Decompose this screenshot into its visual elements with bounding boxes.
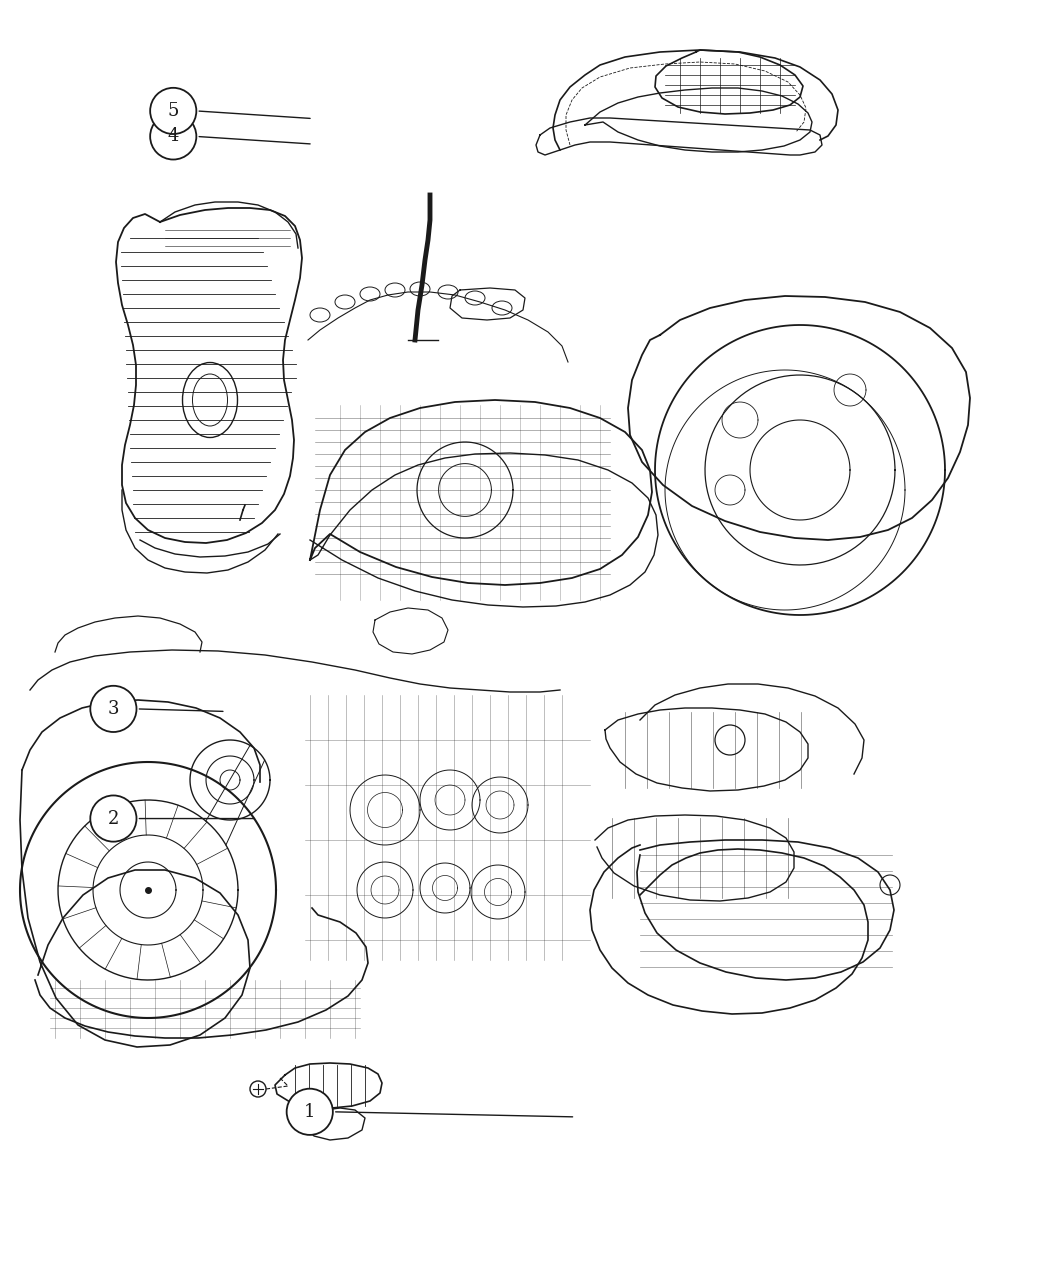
Circle shape: [90, 686, 136, 732]
Circle shape: [90, 796, 136, 842]
Text: 5: 5: [168, 102, 178, 120]
Text: 2: 2: [108, 810, 119, 827]
Circle shape: [150, 88, 196, 134]
Circle shape: [287, 1089, 333, 1135]
Circle shape: [150, 113, 196, 159]
Text: 3: 3: [108, 700, 119, 718]
Text: 1: 1: [304, 1103, 315, 1121]
Text: 4: 4: [168, 128, 178, 145]
